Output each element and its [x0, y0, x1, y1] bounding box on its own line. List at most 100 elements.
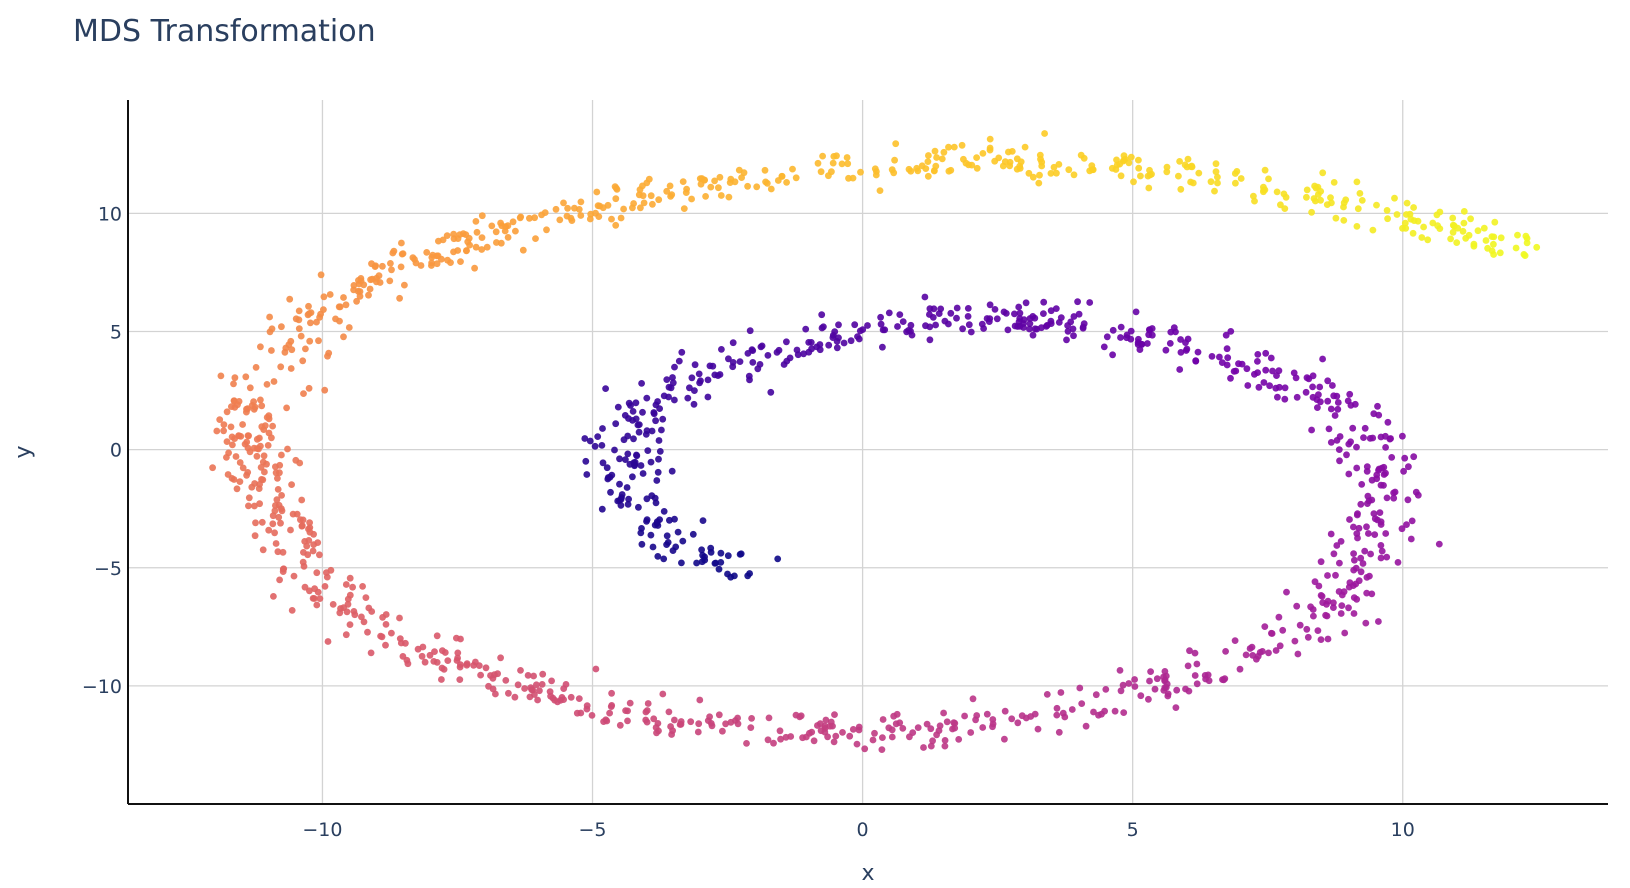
- scatter-point: [220, 427, 228, 435]
- scatter-point: [526, 693, 534, 701]
- scatter-point: [1036, 171, 1043, 179]
- scatter-point: [529, 686, 537, 694]
- scatter-point: [564, 204, 571, 212]
- scatter-point: [953, 304, 961, 312]
- scatter-point: [639, 408, 646, 416]
- scatter-point: [397, 263, 405, 271]
- scatter-point: [524, 672, 532, 679]
- scatter-point: [665, 383, 673, 391]
- scatter-point: [505, 689, 512, 697]
- scatter-point: [1377, 542, 1385, 549]
- scatter-point: [656, 448, 664, 455]
- scatter-point: [878, 746, 886, 753]
- scatter-point: [1333, 542, 1341, 549]
- scatter-point: [1327, 439, 1335, 446]
- scatter-point: [774, 555, 782, 563]
- scatter-point: [356, 292, 364, 300]
- scatter-point: [1208, 353, 1216, 360]
- scatter-point: [1382, 469, 1389, 477]
- scatter-point: [421, 658, 429, 666]
- scatter-point: [695, 370, 703, 378]
- scatter-point: [1086, 299, 1094, 306]
- scatter-point: [1212, 168, 1220, 176]
- scatter-point: [734, 720, 742, 728]
- y-tick-label: 10: [98, 203, 122, 225]
- scatter-point: [907, 321, 915, 329]
- scatter-point: [1260, 379, 1268, 386]
- scatter-point: [964, 313, 972, 320]
- scatter-point: [1353, 443, 1360, 451]
- scatter-point: [463, 661, 471, 669]
- scatter-point: [704, 376, 712, 384]
- scatter-point: [220, 421, 228, 428]
- scatter-point: [1227, 374, 1234, 382]
- scatter-point: [624, 432, 632, 440]
- scatter-point: [1193, 680, 1201, 688]
- scatter-point: [933, 154, 940, 161]
- scatter-point: [711, 560, 719, 567]
- scatter-point: [674, 528, 682, 536]
- scatter-point: [1262, 366, 1270, 374]
- scatter-point: [551, 696, 559, 704]
- scatter-point: [931, 147, 939, 155]
- scatter-point: [472, 218, 480, 225]
- scatter-point: [1327, 530, 1335, 538]
- scatter-point: [268, 434, 275, 442]
- scatter-point: [1242, 651, 1250, 659]
- scatter-point: [1325, 425, 1333, 433]
- scatter-point: [1055, 728, 1063, 736]
- scatter-point: [443, 232, 451, 240]
- scatter-point: [577, 212, 585, 219]
- scatter-point: [356, 288, 364, 295]
- scatter-point: [625, 495, 632, 503]
- scatter-point: [235, 398, 243, 405]
- scatter-point: [660, 555, 668, 563]
- scatter-point: [1349, 582, 1357, 589]
- scatter-point: [387, 260, 394, 267]
- scatter-point: [1341, 629, 1349, 637]
- scatter-point: [623, 484, 631, 491]
- scatter-point: [1248, 643, 1256, 651]
- scatter-point: [1375, 618, 1382, 625]
- scatter-point: [1185, 687, 1193, 695]
- scatter-point: [840, 339, 848, 347]
- scatter-point: [357, 277, 365, 285]
- scatter-point: [1350, 610, 1358, 617]
- scatter-point: [1376, 509, 1384, 516]
- scatter-point: [767, 388, 775, 396]
- scatter-point: [1354, 534, 1361, 542]
- scatter-point: [1059, 709, 1067, 717]
- scatter-point: [1275, 613, 1283, 621]
- scatter-point: [643, 516, 651, 524]
- scatter-point: [1521, 252, 1529, 259]
- scatter-point: [607, 488, 614, 496]
- scatter-point: [1323, 601, 1330, 608]
- scatter-point: [1393, 211, 1401, 218]
- scatter-point: [309, 547, 317, 555]
- scatter-point: [552, 205, 560, 213]
- scatter-point: [598, 505, 606, 513]
- scatter-point: [1272, 384, 1280, 392]
- scatter-point: [986, 301, 994, 309]
- scatter-point: [1070, 171, 1078, 179]
- scatter-point: [669, 374, 676, 381]
- scatter-point: [731, 572, 738, 580]
- scatter-point: [983, 710, 991, 718]
- scatter-point: [941, 737, 949, 744]
- scatter-point: [1279, 626, 1287, 634]
- scatter-point: [1251, 370, 1258, 378]
- scatter-point: [213, 427, 221, 435]
- scatter-point: [1176, 158, 1183, 165]
- scatter-point: [313, 601, 321, 609]
- scatter-point: [379, 262, 386, 270]
- scatter-point: [968, 161, 976, 169]
- scatter-point: [1102, 686, 1110, 693]
- scatter-point: [612, 221, 620, 229]
- scatter-point: [272, 469, 280, 477]
- scatter-point: [1004, 326, 1012, 334]
- scatter-point: [277, 519, 284, 527]
- scatter-point: [1116, 160, 1124, 168]
- scatter-point: [269, 422, 276, 430]
- scatter-point: [718, 346, 725, 353]
- scatter-point: [1435, 540, 1443, 548]
